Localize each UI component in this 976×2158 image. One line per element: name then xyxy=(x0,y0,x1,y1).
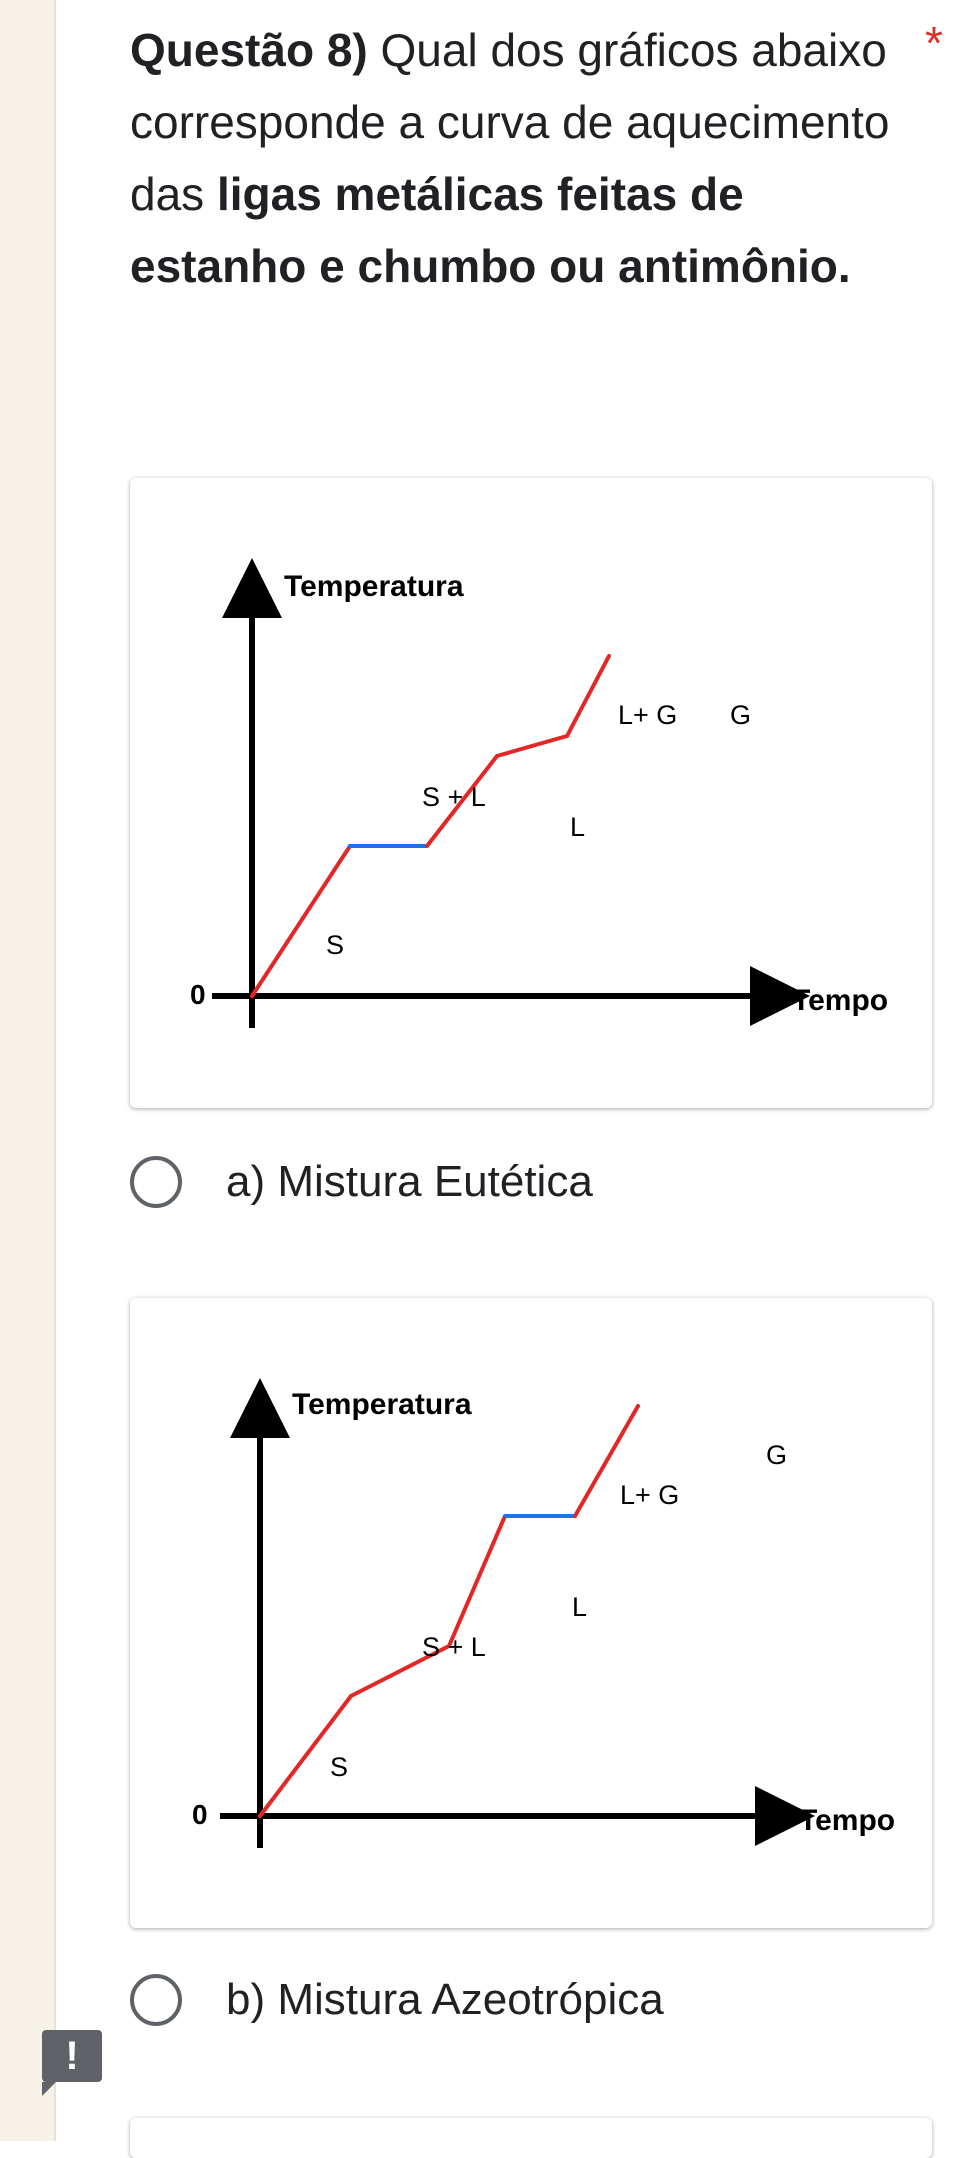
heating-curve-chart-a: Temperatura Tempo 0 S S + L L L+ G G xyxy=(190,558,888,1028)
curve-segment-1 xyxy=(349,1644,451,1698)
question-body: Qual dos gráficos abaixo corresponde a c… xyxy=(130,24,890,220)
question-bold-text: ligas metálicas feitas de estanho e chum… xyxy=(130,168,851,292)
option-a[interactable]: a) Mistura Eutética xyxy=(130,1150,593,1214)
curve-segment-3 xyxy=(495,734,569,758)
question-number: Questão 8) xyxy=(130,24,368,76)
phase-label: L xyxy=(570,812,585,842)
next-chart-card xyxy=(130,2118,932,2158)
error-alert-icon: ! xyxy=(42,2030,102,2096)
left-margin xyxy=(0,0,54,2141)
heating-curve-chart-b: Temperatura Tempo 0 S S + L L L+ G G xyxy=(192,1378,895,1848)
chart-card-a: Temperatura Tempo 0 S S + L L L+ G G xyxy=(130,478,932,1108)
origin-label: 0 xyxy=(190,979,206,1010)
curve-segment-2 xyxy=(447,1514,507,1648)
left-divider xyxy=(54,0,56,2141)
x-axis-title: Tempo xyxy=(799,1804,895,1837)
x-axis-title: Tempo xyxy=(792,984,888,1017)
question-text: Questão 8) Qual dos gráficos abaixo corr… xyxy=(130,14,890,302)
phase-label: S xyxy=(326,930,344,960)
curve-segment-2 xyxy=(425,754,499,848)
required-asterisk: * xyxy=(925,17,943,69)
radio-b[interactable] xyxy=(130,1974,182,2026)
y-axis-title: Temperatura xyxy=(292,1388,472,1421)
phase-label: S + L xyxy=(422,1632,486,1662)
phase-label: S xyxy=(330,1752,348,1782)
curve-segment-4 xyxy=(573,1404,640,1518)
phase-label: L xyxy=(572,1592,587,1622)
phase-label: L+ G xyxy=(620,1480,679,1510)
y-axis-title: Temperatura xyxy=(284,570,464,603)
phase-label: G xyxy=(766,1440,787,1470)
option-b-label: b) Mistura Azeotrópica xyxy=(226,1975,664,2024)
phase-label: G xyxy=(730,700,751,730)
curve-segment-4 xyxy=(565,654,611,738)
phase-label: L+ G xyxy=(618,700,677,730)
phase-label: S + L xyxy=(422,782,486,812)
curve-segment-0 xyxy=(258,1694,353,1818)
origin-label: 0 xyxy=(192,1799,208,1830)
option-b[interactable]: b) Mistura Azeotrópica xyxy=(130,1968,664,2032)
chart-card-b: Temperatura Tempo 0 S S + L L L+ G G xyxy=(130,1298,932,1928)
radio-a[interactable] xyxy=(130,1156,182,1208)
option-a-label: a) Mistura Eutética xyxy=(226,1157,593,1206)
curve-segment-0 xyxy=(250,844,352,998)
